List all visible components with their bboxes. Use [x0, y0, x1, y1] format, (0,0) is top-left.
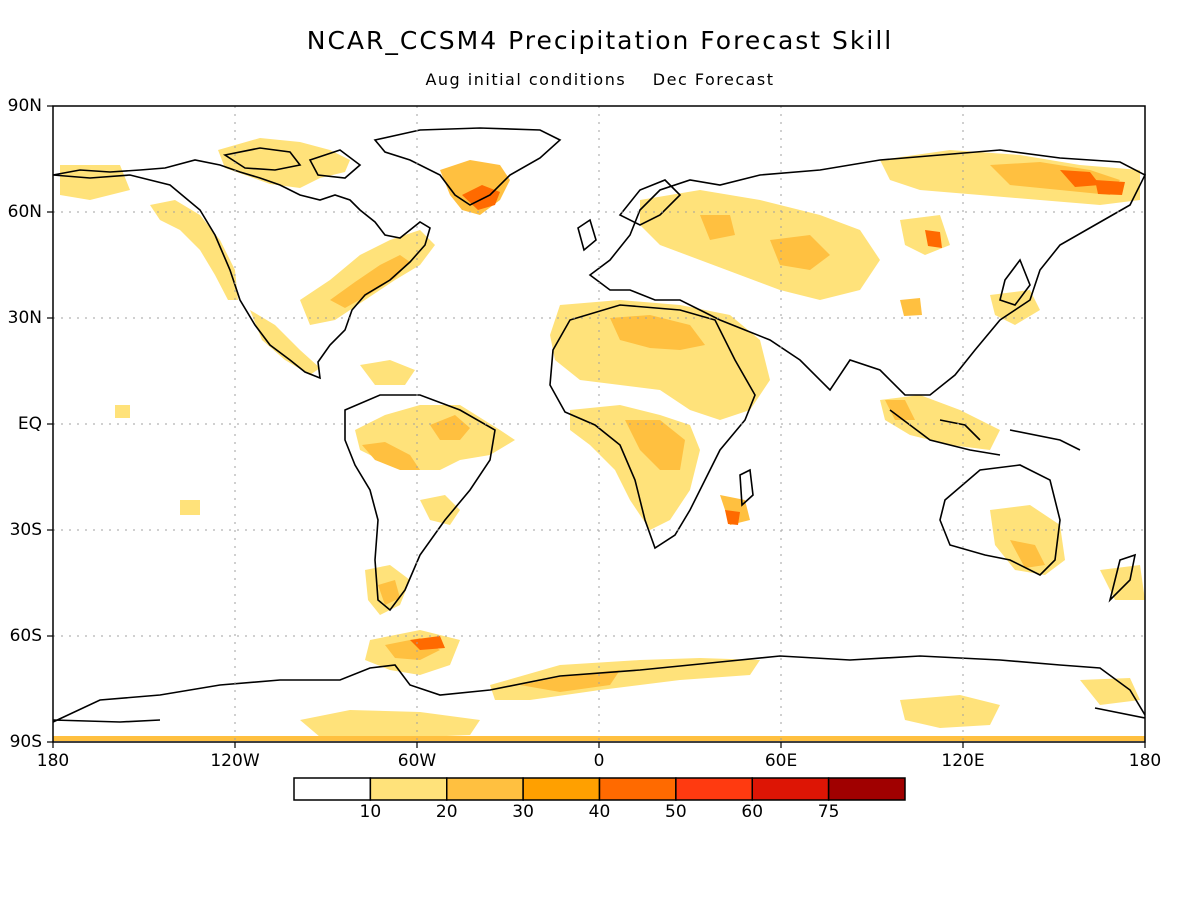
skill-patch — [1080, 678, 1140, 705]
skill-patch — [1010, 540, 1045, 568]
skill-patch — [115, 405, 130, 418]
skill-patch — [610, 315, 705, 350]
colorbar-label: 10 — [359, 802, 382, 822]
skill-patch — [880, 395, 1000, 450]
subtitle-initial-conditions: Aug initial conditions — [425, 70, 627, 89]
skill-patch — [360, 360, 415, 385]
colorbar-label: 75 — [817, 802, 840, 822]
coastline-antarctica — [52, 655, 1146, 723]
coastline-indonesia — [889, 409, 1081, 456]
coastline-eurasia — [588, 149, 1147, 396]
lon-label-120w: 120W — [210, 751, 260, 771]
skill-patch — [885, 400, 915, 420]
axis-ticks — [47, 105, 1146, 748]
skill-patch — [378, 580, 400, 605]
skill-patch — [420, 495, 460, 525]
skill-patch — [550, 300, 770, 420]
lat-label-90s: 90S — [9, 732, 42, 752]
colorbar-label: 30 — [512, 802, 534, 822]
skill-patch — [60, 165, 130, 200]
lat-label-30n: 30N — [7, 308, 42, 328]
skill-patch — [410, 636, 445, 650]
skill-patch — [700, 215, 735, 240]
lon-label-120e: 120E — [941, 751, 985, 771]
skill-patch — [520, 670, 620, 692]
skill-patch — [640, 190, 880, 300]
colorbar-label: 50 — [665, 802, 687, 822]
coastline-japan — [999, 258, 1031, 306]
coastline-south-america — [344, 394, 496, 612]
lon-label-180e: 180 — [1128, 751, 1162, 771]
skill-patch — [1095, 180, 1125, 195]
lon-label-0: 0 — [593, 751, 605, 771]
skill-patch — [150, 200, 238, 300]
coastline-madagascar — [739, 468, 754, 507]
skill-patch — [990, 290, 1040, 325]
skill-patch — [900, 695, 1000, 728]
skill-patch — [900, 298, 922, 316]
coastline-new-zealand — [1108, 553, 1137, 603]
gridlines — [53, 106, 1145, 742]
skill-patch — [990, 162, 1120, 195]
lat-label-30s: 30S — [9, 520, 42, 540]
lon-label-60e: 60E — [764, 751, 798, 771]
skill-patch — [725, 510, 740, 525]
coastline-antarctica-inner — [52, 707, 1146, 723]
map-title: NCAR_CCSM4 Precipitation Forecast Skill — [306, 26, 894, 55]
coastlines — [52, 127, 1147, 723]
skill-patch — [430, 415, 470, 440]
lon-label-60w: 60W — [397, 751, 437, 771]
skill-patch — [1060, 170, 1100, 187]
coastline-arctic-islands — [222, 147, 362, 179]
skill-patch — [925, 230, 942, 248]
skill-patch — [250, 310, 320, 375]
skill-patch — [490, 658, 760, 700]
skill-patch — [770, 235, 830, 270]
colorbar-label: 20 — [435, 802, 458, 822]
skill-patch — [330, 255, 410, 308]
coastline-greenland — [373, 127, 562, 206]
skill-patch — [300, 710, 480, 738]
lat-label-60s: 60S — [9, 626, 42, 646]
skill-patch — [900, 215, 950, 255]
lon-label-180w: 180 — [36, 751, 70, 771]
skill-patch — [625, 420, 685, 470]
subtitle-forecast-month: Dec Forecast — [652, 70, 775, 89]
coastline-british-isles — [577, 218, 597, 252]
lat-label-eq: EQ — [17, 414, 42, 434]
lat-label-90n: 90N — [7, 96, 42, 116]
skill-patch — [990, 505, 1065, 575]
map-subtitle: Aug initial conditions Dec Forecast — [0, 70, 1200, 89]
coastline-north-america — [52, 159, 431, 380]
colorbar-label: 60 — [741, 802, 764, 822]
skill-patch — [180, 500, 200, 515]
colorbar-label: 40 — [588, 802, 611, 822]
coastline-scandinavia — [618, 179, 682, 226]
coastline-australia — [939, 464, 1061, 576]
lat-label-60n: 60N — [7, 202, 42, 222]
coastline-africa — [549, 304, 756, 550]
skill-patch — [362, 442, 420, 470]
skill-patch — [1100, 565, 1145, 600]
